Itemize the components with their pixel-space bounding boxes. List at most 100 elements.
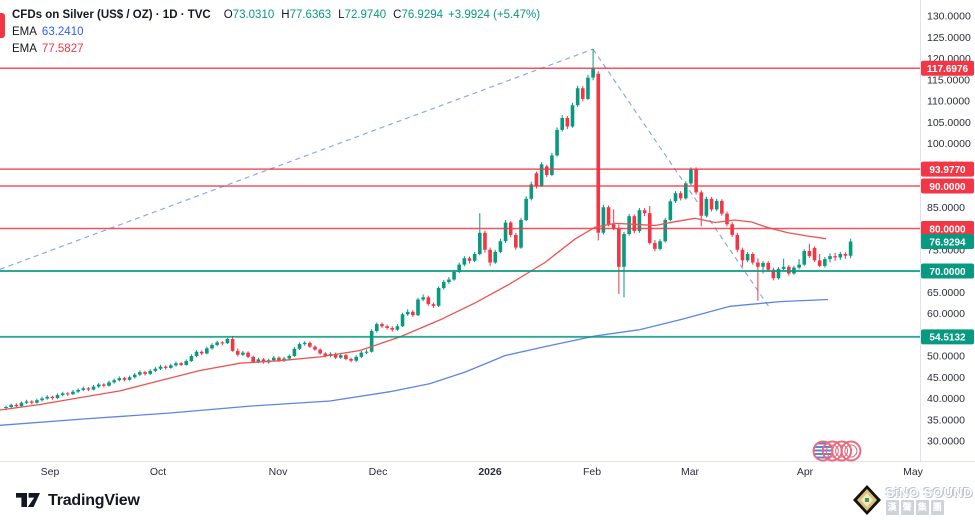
candle-body: [220, 342, 225, 344]
candle-body: [163, 366, 168, 368]
candle-body: [591, 68, 595, 78]
time-label-Sep: Sep: [41, 466, 60, 478]
candle-body: [447, 279, 451, 283]
candle-body: [756, 262, 760, 267]
candle-body: [91, 386, 96, 390]
candle-body: [663, 220, 667, 242]
symbol-title[interactable]: CFDs on Silver (US$ / OZ) · 1D · TVC: [12, 9, 211, 21]
candle-body: [241, 352, 245, 355]
candle-body: [838, 254, 843, 258]
candle-body: [40, 398, 44, 401]
candle-body: [338, 355, 343, 358]
price-levels[interactable]: [0, 67, 920, 338]
candle-body: [184, 361, 189, 365]
ema-63-line[interactable]: [0, 298, 829, 426]
level-80.0000-text: 80.0000: [929, 224, 966, 235]
candle-body: [272, 357, 276, 361]
diamond-icon: [852, 485, 881, 515]
candle-body: [426, 297, 431, 305]
ema-row-red[interactable]: EMA 77.5827: [12, 41, 540, 58]
candle-body: [673, 193, 678, 202]
ema-77-line[interactable]: [0, 217, 827, 411]
change-value: +3.9924 (+5.47%): [448, 9, 541, 21]
candle-body: [189, 356, 194, 362]
candle-body: [720, 200, 724, 214]
candle-body: [658, 241, 662, 249]
candle-body: [627, 216, 631, 235]
candle-body: [174, 363, 178, 366]
candle-body: [653, 242, 657, 249]
candle-body: [694, 169, 698, 193]
candle-body: [251, 356, 255, 362]
legend: CFDs on Silver (US$ / OZ) · 1D · TVC O73…: [12, 7, 540, 58]
candle-body: [318, 349, 322, 354]
candle-body: [117, 378, 122, 381]
candle-body: [29, 401, 34, 403]
candle-body: [277, 357, 281, 361]
candle-body: [823, 259, 827, 266]
candle-body: [514, 234, 518, 248]
candle-body: [467, 258, 472, 261]
tradingview-logo[interactable]: TradingView: [14, 489, 140, 513]
candle-body: [704, 198, 709, 216]
candle-body: [138, 372, 142, 375]
candle-body: [560, 118, 564, 130]
level-93.9770-badge: [921, 161, 974, 177]
candle-body: [637, 210, 642, 232]
cn-char: 團: [930, 499, 944, 515]
cn-char: 集: [915, 499, 929, 515]
candle-body: [344, 355, 348, 359]
candle-body: [534, 173, 539, 186]
candle-body: [122, 378, 127, 380]
candle-body: [421, 297, 425, 300]
candle-body: [364, 351, 369, 353]
level-117.6976-text: 117.6976: [927, 64, 969, 75]
open-value: 73.0310: [232, 9, 275, 21]
candle-body: [689, 169, 693, 184]
candle-body: [833, 256, 837, 258]
low-label: L: [338, 9, 345, 21]
ema-red-label: EMA: [12, 43, 37, 55]
svg-text:100.0000: 100.0000: [927, 138, 971, 150]
candle-body: [282, 358, 286, 361]
candle-body: [441, 282, 446, 288]
candle-body: [45, 396, 49, 399]
cn-char: 漢: [885, 499, 899, 515]
stamp-watermark-icon: [812, 440, 862, 462]
candle-body: [493, 251, 498, 263]
candle-body: [766, 262, 770, 270]
candle-body: [781, 266, 786, 269]
high-label: H: [281, 9, 290, 21]
candle-body: [14, 404, 19, 407]
time-label-Oct: Oct: [150, 466, 166, 478]
open-label: O: [223, 9, 233, 21]
candle-body: [55, 395, 60, 399]
candle-body: [194, 351, 199, 356]
svg-text:110.0000: 110.0000: [927, 96, 970, 108]
candle-body: [143, 372, 147, 374]
symbol-row[interactable]: CFDs on Silver (US$ / OZ) · 1D · TVC O73…: [12, 7, 540, 24]
candle-body: [529, 184, 534, 199]
candle-body: [488, 249, 492, 263]
candle-body: [771, 269, 776, 279]
candle-body: [153, 368, 158, 371]
candle-body: [550, 155, 554, 175]
time-axis[interactable]: Sep Oct Nov Dec 2026 Feb Mar Apr May: [41, 466, 924, 478]
candle-body: [235, 350, 240, 355]
trendlines[interactable]: [0, 48, 771, 309]
level-93.9770-text: 93.9770: [929, 165, 966, 176]
candles-series[interactable]: [4, 49, 853, 411]
candle-body: [390, 327, 395, 330]
candle-body: [313, 346, 317, 350]
close-value: 76.9294: [401, 9, 444, 21]
candle-body: [354, 356, 358, 361]
candle-body: [225, 339, 230, 344]
candle-body: [71, 391, 75, 395]
candle-body: [127, 377, 132, 380]
candle-body: [107, 382, 111, 386]
last-price-text: 76.9294: [929, 237, 966, 248]
price-labels[interactable]: 117.6976 93.9770 90.0000 80.0000 70.0000 54.5…: [921, 60, 974, 345]
ema-row-blue[interactable]: EMA 63.2410: [12, 24, 540, 41]
